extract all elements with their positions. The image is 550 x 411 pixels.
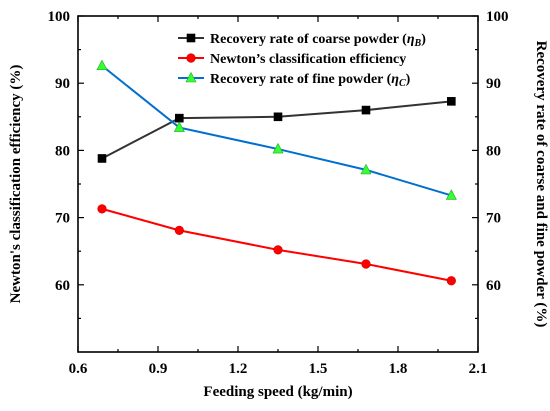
- y-axis-left-title: Newton's classification efficiency (%): [8, 65, 24, 304]
- data-point: [272, 142, 284, 154]
- data-point: [447, 97, 456, 106]
- legend-entry-0: Recovery rate of coarse powder (ηB): [178, 32, 426, 49]
- data-point: [96, 59, 108, 71]
- data-point: [446, 276, 456, 286]
- x-tick-label: 1.5: [309, 361, 328, 377]
- data-point: [273, 112, 283, 122]
- y-right-tick-label: 60: [486, 278, 501, 294]
- y-right-tick-label: 70: [486, 211, 501, 227]
- legend-label: Recovery rate of coarse powder (ηB): [210, 32, 426, 49]
- x-tick-label: 1.8: [389, 361, 408, 377]
- legend-label: Newton’s classification efficiency: [210, 52, 406, 67]
- y-left-tick-label: 100: [48, 9, 71, 25]
- series-1: [97, 204, 456, 286]
- y-left-tick-label: 90: [55, 76, 70, 92]
- x-tick-label: 0.6: [69, 361, 88, 377]
- legend-label: Recovery rate of fine powder (ηC): [210, 72, 411, 89]
- legend: Recovery rate of coarse powder (ηB) Newto…: [178, 32, 426, 89]
- x-tick-label: 1.2: [229, 361, 248, 377]
- axes: 0.6 0.9 1.2 1.5 1.8 2.1 60 60 70 70 80 80 90 90 100 100: [48, 9, 509, 377]
- data-point: [174, 225, 184, 235]
- y-axis-right-title: Recovery rate of coarse and fine powder …: [533, 41, 549, 328]
- data-point: [361, 105, 371, 115]
- x-tick-label: 2.1: [469, 361, 488, 377]
- data-point: [361, 259, 371, 269]
- legend-marker: [186, 53, 196, 63]
- y-left-tick-label: 60: [55, 278, 70, 294]
- y-left-tick-label: 80: [55, 143, 70, 159]
- x-axis-title: Feeding speed (kg/min): [203, 384, 352, 400]
- legend-marker: [185, 71, 197, 83]
- series-layer: [96, 59, 457, 286]
- series-2: [96, 59, 457, 200]
- legend-marker: [186, 33, 196, 43]
- y-right-tick-label: 80: [486, 143, 501, 159]
- data-point: [97, 154, 107, 163]
- data-point: [445, 189, 457, 200]
- y-right-tick-label: 100: [486, 9, 509, 25]
- y-left-tick-label: 70: [55, 211, 70, 227]
- x-tick-label: 0.9: [149, 361, 168, 377]
- data-point: [273, 245, 283, 255]
- legend-entry-1: Newton’s classification efficiency: [178, 52, 406, 67]
- data-point: [173, 121, 185, 132]
- series-0: [97, 97, 456, 163]
- data-point: [175, 113, 184, 123]
- legend-entry-2: Recovery rate of fine powder (ηC): [178, 71, 411, 89]
- y-right-tick-label: 90: [486, 76, 501, 92]
- data-point: [360, 163, 372, 175]
- data-point: [97, 204, 107, 214]
